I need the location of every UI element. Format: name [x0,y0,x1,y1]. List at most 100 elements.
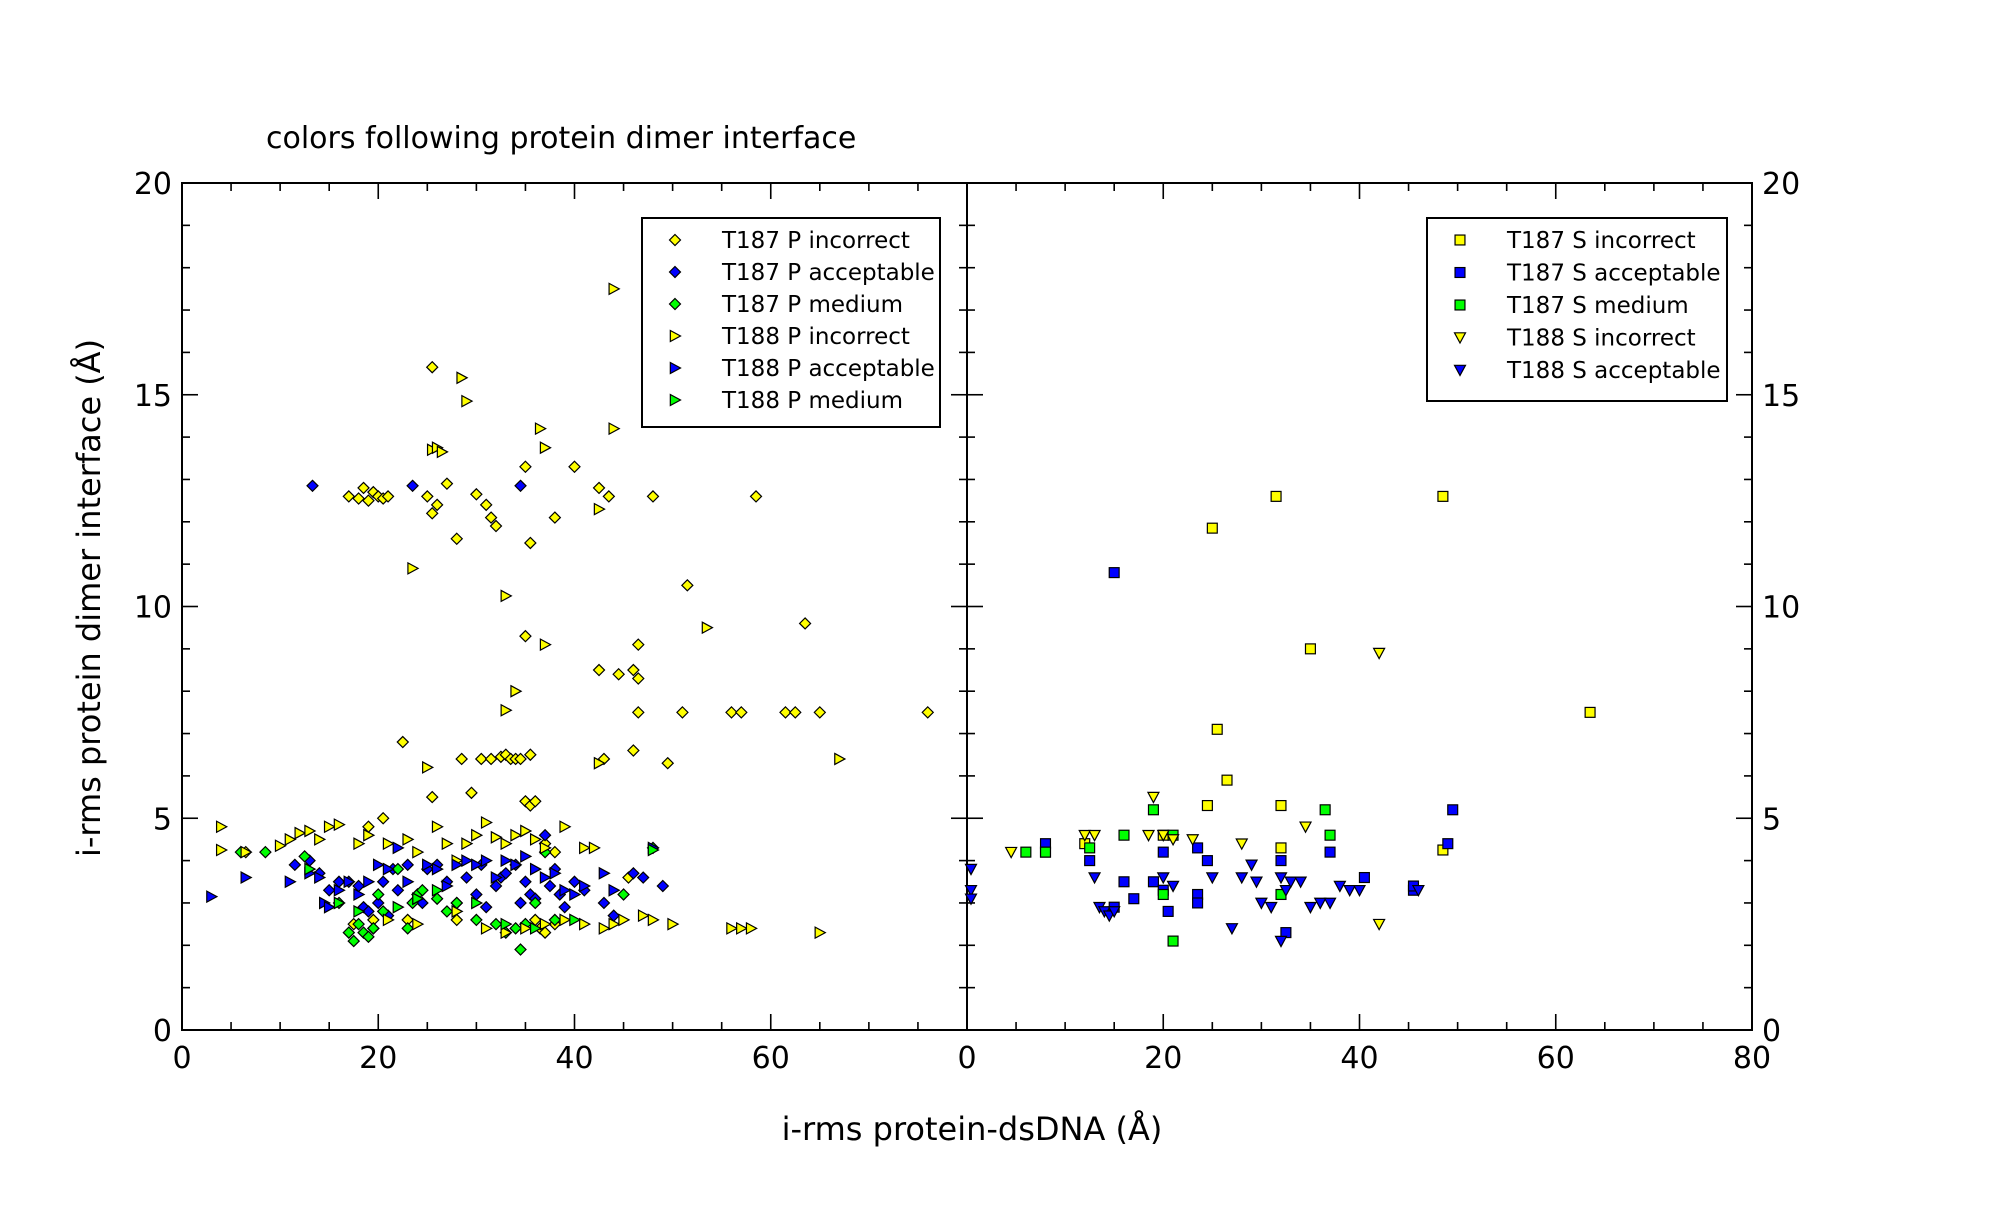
data-point [479,498,493,512]
chart-title: colors following protein dimer interface [266,121,856,156]
legend-label: T187 P incorrect [721,228,910,254]
data-point [323,900,336,914]
data-point [529,832,543,846]
data-point [440,905,454,918]
data-point [206,890,219,904]
data-point [1118,829,1130,841]
data-point [357,481,370,495]
data-point [441,879,454,893]
data-point [333,896,346,910]
data-point [636,871,650,884]
data-point [1039,846,1052,858]
data-point [1245,859,1259,872]
legend-label: T188 S incorrect [1506,326,1696,352]
data-point [1275,799,1287,812]
data-point [450,913,464,927]
data-point [519,875,532,889]
data-point [1333,880,1347,893]
data-point [333,883,346,897]
data-point [500,837,513,851]
points-right [964,490,1596,948]
legend-marker [668,233,682,247]
data-point [637,909,650,923]
data-point [592,663,606,677]
data-point [484,511,498,524]
legend-label: T188 P medium [721,388,903,414]
data-point [514,943,527,956]
data-point [608,883,621,897]
data-point [514,479,527,493]
data-point [1304,643,1316,655]
y-tick-label-left: 20 [134,167,172,202]
data-point [1352,884,1367,898]
data-point [1442,838,1454,850]
data-point [548,511,562,524]
data-point [559,820,572,834]
data-point [1084,855,1096,867]
series-0 [1079,490,1596,856]
data-point [412,917,425,931]
legend-label: T187 S acceptable [1506,261,1721,287]
data-point [451,904,464,918]
data-point [294,826,307,840]
data-point [1118,876,1130,888]
data-point [514,896,527,910]
data-point [1146,791,1160,804]
data-point [726,921,739,935]
data-point [701,621,714,635]
data-point [430,892,444,906]
data-point [579,841,592,855]
data-point [342,926,356,939]
data-point [240,845,253,859]
x-tick-label: 20 [359,1041,397,1076]
data-point [1166,880,1180,893]
data-point [382,913,395,927]
data-point [519,629,532,643]
legend-label: T187 P medium [721,292,903,318]
legend-label: T188 S acceptable [1506,358,1721,384]
x-tick-label: 40 [1340,1041,1378,1076]
data-point [597,896,611,910]
data-point [455,752,469,766]
data-point [402,875,415,889]
data-point [500,703,513,717]
data-point [1192,897,1204,909]
data-point [274,839,287,853]
legend-marker [1454,299,1466,311]
data-point [431,883,444,897]
data-point [479,900,493,914]
data-point [1201,799,1213,812]
data-point [1078,829,1092,842]
panel-left: 0 20 40 60 0 5 10 15 20 T187 P incorrect T187 P ac… [134,167,968,1076]
data-point [538,828,552,842]
data-point [813,706,827,719]
data-point [392,900,405,914]
data-point [1156,872,1170,885]
data-point [401,858,415,872]
data-point [402,832,415,846]
legend-marker [669,393,682,407]
data-point [1249,876,1263,889]
data-point [1157,846,1169,858]
data-point [284,875,297,889]
data-point [1004,846,1018,859]
y-tick-label-right: 0 [1762,1014,1781,1049]
legend-label: T187 S incorrect [1506,228,1696,254]
x-tick-label: 60 [752,1041,790,1076]
data-point [1275,855,1287,867]
data-point [352,917,365,931]
data-point [528,896,542,910]
data-point [1274,872,1288,885]
data-point [480,854,493,868]
data-point [215,843,229,857]
data-point [519,460,532,474]
data-point [363,875,376,889]
data-point [1411,884,1425,898]
data-point [1270,490,1282,502]
data-point [779,706,792,719]
data-point [353,887,366,901]
data-point [500,926,513,940]
data-point [1147,804,1159,816]
data-point [646,490,660,503]
